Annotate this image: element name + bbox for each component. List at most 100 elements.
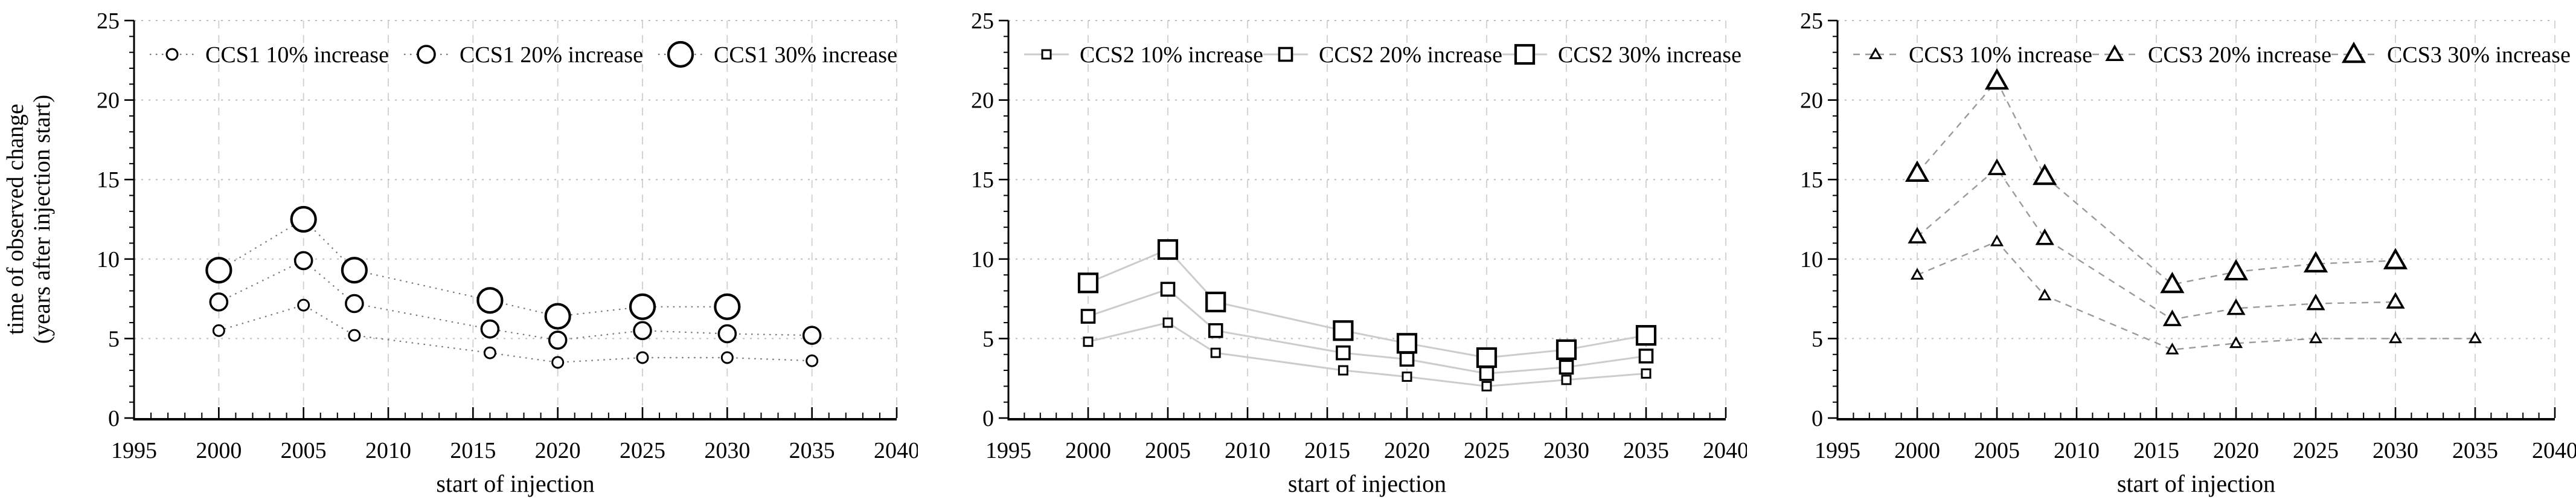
CCS3-small-marker <box>2229 336 2243 349</box>
x-tick-label: 2035 <box>2452 438 2498 463</box>
CCS1-small-marker <box>297 298 310 312</box>
CCS3-large-marker <box>2033 163 2057 185</box>
CCS3-large-marker <box>2160 271 2185 294</box>
legend-item: CCS2 30% increase <box>1502 42 1741 68</box>
x-tick-label: 2040 <box>874 438 918 463</box>
x-tick-label: 2025 <box>2293 438 2339 463</box>
CCS1-large-marker <box>341 257 368 284</box>
x-tick-label: 2000 <box>1065 438 1111 463</box>
y-tick-label: 25 <box>1800 8 1823 34</box>
legend-label: CCS1 30% increase <box>714 42 897 68</box>
CCS3-small-marker <box>1990 234 2004 246</box>
CCS2-small-marker <box>1402 372 1412 382</box>
CCS3-large-marker <box>1905 160 1930 182</box>
legend-marker <box>1041 49 1052 60</box>
CCS3-large-marker <box>2383 248 2408 269</box>
y-tick-label: 10 <box>971 247 994 272</box>
CCS2-medium-marker <box>1638 349 1654 364</box>
CCS1-medium-marker <box>717 324 737 344</box>
y-tick-label: 15 <box>97 167 120 193</box>
y-axis-title-line1: time of observed change <box>2 104 28 335</box>
x-tick-label: 2025 <box>620 438 665 463</box>
CCS1-small-line <box>218 304 812 364</box>
CCS3-small-marker <box>2388 331 2403 344</box>
x-tick-label: 2000 <box>196 438 242 463</box>
y-tick-label: 0 <box>108 406 120 431</box>
ccs1-chart: 1995 2000 2005 2010 2015 2020 2025 2030 2035 2040… <box>2 8 918 497</box>
CCS2-small-marker <box>1338 365 1348 376</box>
x-tick-label: 2005 <box>1974 438 2020 463</box>
CCS2-medium-marker <box>1399 352 1415 367</box>
x-tick-label: 2010 <box>1225 438 1270 463</box>
x-tick-label: 2035 <box>789 438 835 463</box>
y-tick-label: 25 <box>971 8 994 34</box>
legend-marker <box>1278 47 1293 62</box>
CCS1-large-marker <box>476 287 504 314</box>
CCS1-small-marker <box>348 329 361 342</box>
CCS3-small-marker <box>2468 331 2482 344</box>
x-tick-label: 2015 <box>1304 438 1350 463</box>
CCS3-medium-marker <box>1987 158 2007 175</box>
legend-marker <box>2341 41 2366 63</box>
x-axis-title: start of injection <box>2117 470 2275 497</box>
x-tick-label: 2010 <box>365 438 411 463</box>
CCS2-large-marker <box>1157 239 1179 260</box>
x-tick-label: 2030 <box>1543 438 1589 463</box>
x-tick-label: 2040 <box>2532 438 2576 463</box>
x-tick-label: 1995 <box>111 438 157 463</box>
legend-item: CCS3 30% increase <box>2331 41 2571 68</box>
y-axis-title-line2: (years after injection start) <box>29 95 55 344</box>
legend-item: CCS1 20% increase <box>404 42 643 68</box>
CCS3-small-marker <box>2038 288 2052 301</box>
CCS3-medium-marker <box>2035 228 2054 245</box>
CCS1-small-marker <box>212 324 225 337</box>
y-tick-label: 25 <box>97 8 120 34</box>
x-tick-label: 2030 <box>704 438 750 463</box>
ccs2-chart: 1995 2000 2005 2010 2015 2020 2025 2030 2035 2040… <box>971 8 1747 497</box>
legend-marker <box>667 40 694 68</box>
x-tick-label: 2020 <box>2213 438 2259 463</box>
CCS1-medium-marker <box>345 294 364 314</box>
legend-label: CCS3 20% increase <box>2148 42 2331 68</box>
x-axis-title: start of injection <box>1288 470 1446 497</box>
legend-label: CCS1 10% increase <box>205 42 389 68</box>
legend-item: CCS3 20% increase <box>2092 42 2331 68</box>
x-tick-label: 2015 <box>450 438 496 463</box>
CCS2-large-marker <box>1333 320 1354 341</box>
CCS1-large-marker <box>714 293 741 320</box>
x-tick-label: 2000 <box>1894 438 1940 463</box>
CCS3-small-marker <box>2308 331 2323 344</box>
CCS1-medium-marker <box>293 251 313 271</box>
CCS1-large-marker <box>290 205 317 233</box>
y-tick-label: 5 <box>1812 326 1823 352</box>
y-tick-label: 0 <box>982 406 994 431</box>
y-tick-label: 20 <box>971 88 994 114</box>
CCS1-small-marker <box>636 351 649 364</box>
panel-ccs3: 1995 2000 2005 2010 2015 2020 2025 2030 2035 2040… <box>1747 0 2576 499</box>
CCS3-small-line <box>1917 240 2475 351</box>
CCS3-large-marker <box>2303 251 2328 272</box>
CCS2-large-marker <box>1556 339 1577 360</box>
CCS1-medium-line <box>218 260 812 341</box>
y-tick-label: 15 <box>1800 167 1823 193</box>
legend-marker <box>1514 43 1536 65</box>
CCS2-small-marker <box>1162 317 1173 328</box>
CCS2-large-marker <box>1077 272 1099 294</box>
x-tick-label: 2005 <box>1145 438 1191 463</box>
CCS2-medium-marker <box>1160 282 1176 297</box>
CCS1-small-marker <box>551 356 565 369</box>
legend-label: CCS3 30% increase <box>2387 42 2571 68</box>
x-tick-label: 2035 <box>1623 438 1669 463</box>
legend-marker <box>417 45 436 64</box>
CCS2-medium-line <box>1088 288 1647 375</box>
CCS2-large-marker <box>1396 333 1418 354</box>
legend-item: CCS2 10% increase <box>1024 42 1263 68</box>
legend-label: CCS2 10% increase <box>1080 42 1263 68</box>
y-tick-label: 20 <box>1800 88 1823 114</box>
CCS2-small-marker <box>1641 368 1652 379</box>
CCS3-large-marker <box>2223 259 2249 281</box>
x-tick-label: 2010 <box>2054 438 2100 463</box>
x-tick-label: 2030 <box>2373 438 2418 463</box>
y-tick-label: 5 <box>982 326 994 352</box>
CCS1-medium-marker <box>548 330 568 350</box>
